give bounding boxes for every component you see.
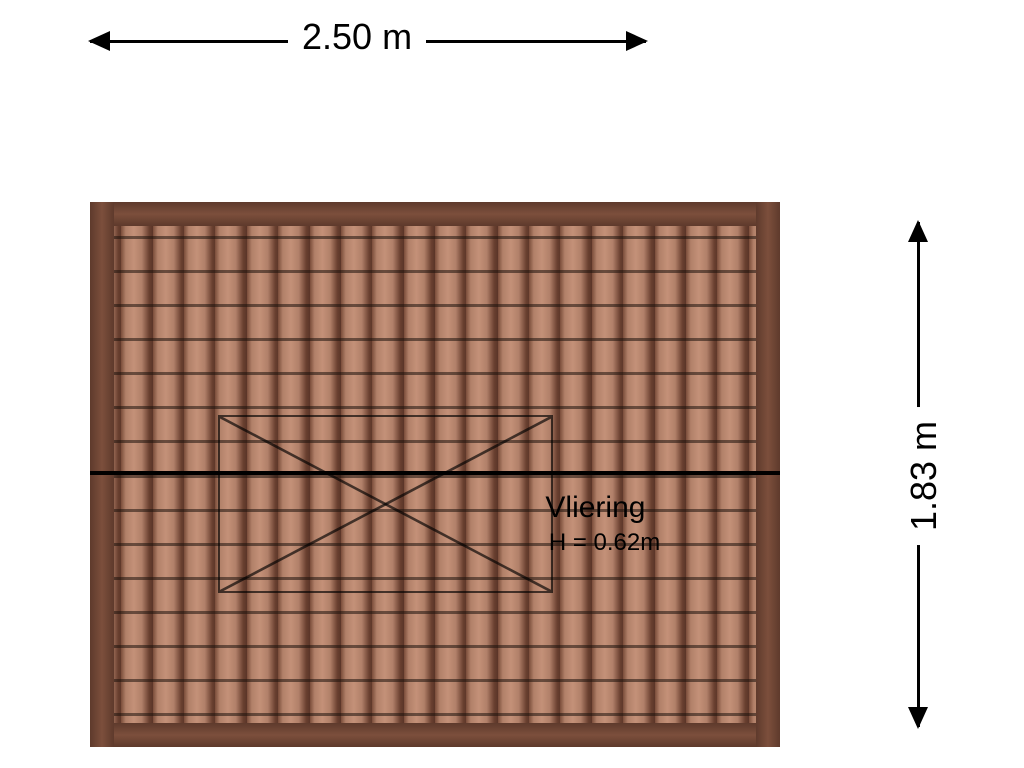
- roof-edge-bottom: [90, 723, 780, 747]
- width-arrow-right: [626, 31, 648, 51]
- roof-edge-top: [90, 202, 780, 226]
- room-name-label: Vliering: [545, 491, 645, 525]
- height-arrow-up: [908, 220, 928, 242]
- diagram-canvas: 2.50 m 1.83 m Vliering H = 0.62m: [0, 0, 1024, 768]
- roof-hatch-opening: [218, 415, 553, 593]
- width-dimension-label: 2.50 m: [288, 16, 426, 58]
- height-dimension-label: 1.83 m: [903, 406, 945, 544]
- roof-plan: Vliering H = 0.62m: [90, 202, 780, 747]
- height-arrow-down: [908, 707, 928, 729]
- room-height-label: H = 0.62m: [549, 529, 660, 557]
- width-arrow-left: [88, 31, 110, 51]
